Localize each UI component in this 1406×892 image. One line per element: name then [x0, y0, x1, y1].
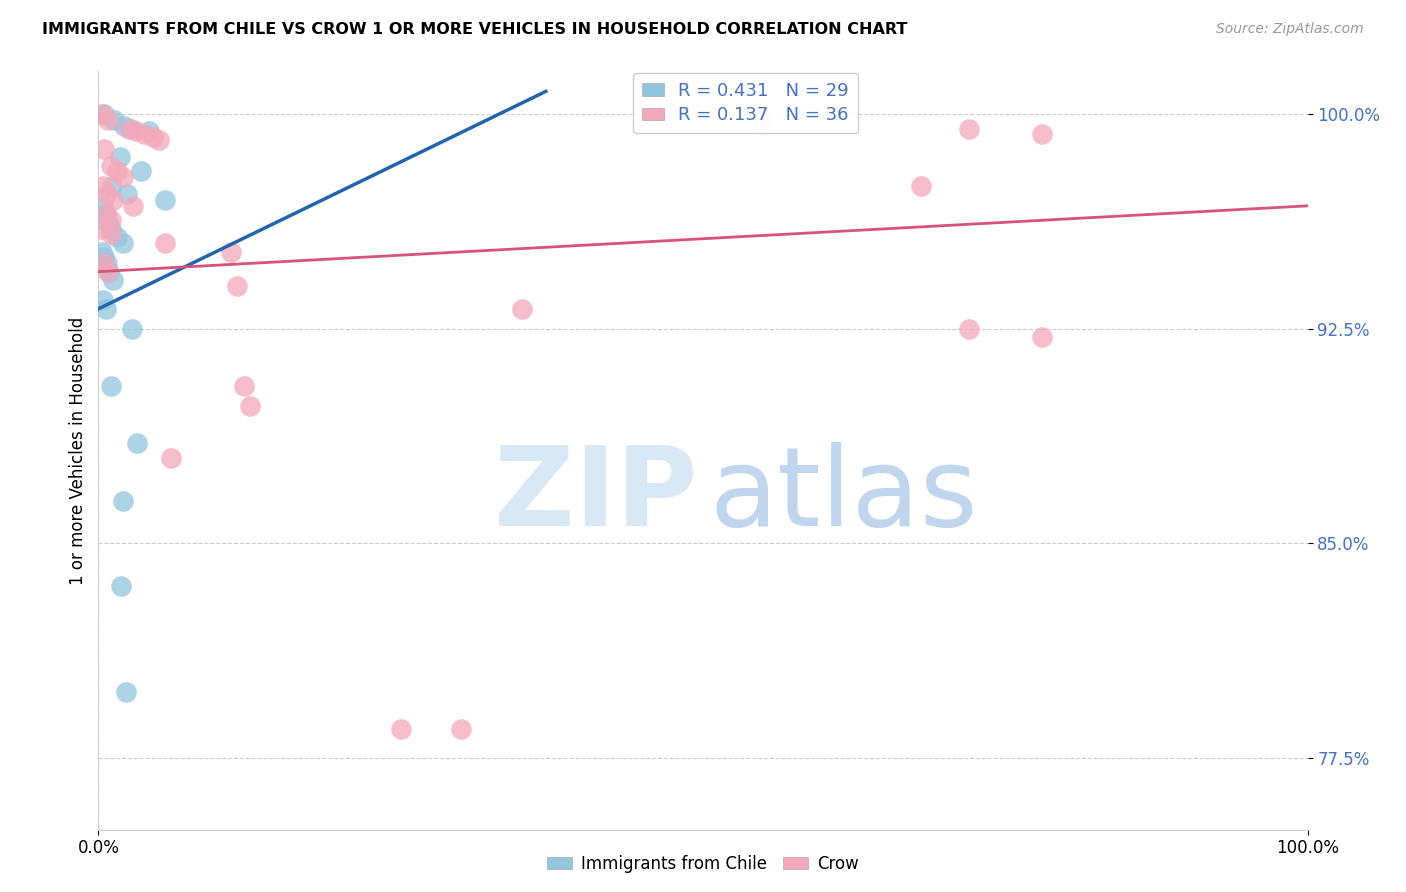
- Point: [910, 178, 932, 193]
- Point: [100, 213, 122, 227]
- Text: Source: ZipAtlas.com: Source: ZipAtlas.com: [1216, 22, 1364, 37]
- Point: [153, 193, 176, 207]
- Point: [389, 723, 412, 737]
- Point: [232, 379, 254, 393]
- Point: [97, 113, 120, 128]
- Point: [91, 293, 114, 308]
- Point: [111, 235, 134, 250]
- Point: [100, 159, 122, 173]
- Text: ZIP: ZIP: [494, 442, 697, 549]
- Point: [103, 113, 125, 128]
- Point: [93, 250, 115, 264]
- Point: [110, 579, 132, 593]
- Point: [138, 124, 160, 138]
- Point: [957, 322, 980, 336]
- Point: [134, 128, 156, 142]
- Y-axis label: 1 or more Vehicles in Household: 1 or more Vehicles in Household: [69, 317, 87, 584]
- Point: [96, 256, 118, 270]
- Point: [153, 235, 176, 250]
- Point: [94, 301, 117, 316]
- Point: [93, 107, 115, 121]
- Point: [101, 273, 124, 287]
- Point: [120, 121, 142, 136]
- Point: [148, 133, 170, 147]
- Point: [1031, 128, 1053, 142]
- Point: [108, 150, 131, 164]
- Point: [100, 178, 122, 193]
- Point: [97, 216, 120, 230]
- Point: [111, 493, 134, 508]
- Text: atlas: atlas: [709, 442, 977, 549]
- Point: [105, 164, 128, 178]
- Point: [100, 221, 122, 235]
- Point: [122, 199, 145, 213]
- Point: [125, 124, 148, 138]
- Point: [957, 121, 980, 136]
- Point: [226, 279, 249, 293]
- Point: [97, 265, 120, 279]
- Point: [105, 230, 128, 244]
- Point: [117, 187, 139, 202]
- Point: [115, 685, 138, 699]
- Point: [1031, 330, 1053, 344]
- Point: [91, 221, 114, 235]
- Point: [221, 244, 243, 259]
- Point: [91, 244, 114, 259]
- Point: [118, 121, 141, 136]
- Point: [510, 301, 533, 316]
- Point: [98, 265, 121, 279]
- Point: [100, 227, 122, 242]
- Point: [94, 207, 117, 221]
- Point: [129, 164, 152, 178]
- Point: [142, 130, 165, 145]
- Point: [450, 723, 472, 737]
- Point: [112, 119, 135, 133]
- Legend: R = 0.431   N = 29, R = 0.137   N = 36: R = 0.431 N = 29, R = 0.137 N = 36: [633, 73, 858, 133]
- Point: [121, 322, 143, 336]
- Point: [93, 142, 115, 156]
- Point: [93, 256, 115, 270]
- Point: [91, 178, 114, 193]
- Legend: Immigrants from Chile, Crow: Immigrants from Chile, Crow: [541, 848, 865, 880]
- Point: [111, 170, 134, 185]
- Point: [752, 113, 775, 128]
- Point: [160, 450, 183, 465]
- Point: [96, 187, 118, 202]
- Text: IMMIGRANTS FROM CHILE VS CROW 1 OR MORE VEHICLES IN HOUSEHOLD CORRELATION CHART: IMMIGRANTS FROM CHILE VS CROW 1 OR MORE …: [42, 22, 907, 37]
- Point: [239, 399, 262, 413]
- Point: [91, 107, 114, 121]
- Point: [100, 379, 122, 393]
- Point: [94, 207, 117, 221]
- Point: [91, 199, 114, 213]
- Point: [127, 436, 149, 450]
- Point: [101, 193, 124, 207]
